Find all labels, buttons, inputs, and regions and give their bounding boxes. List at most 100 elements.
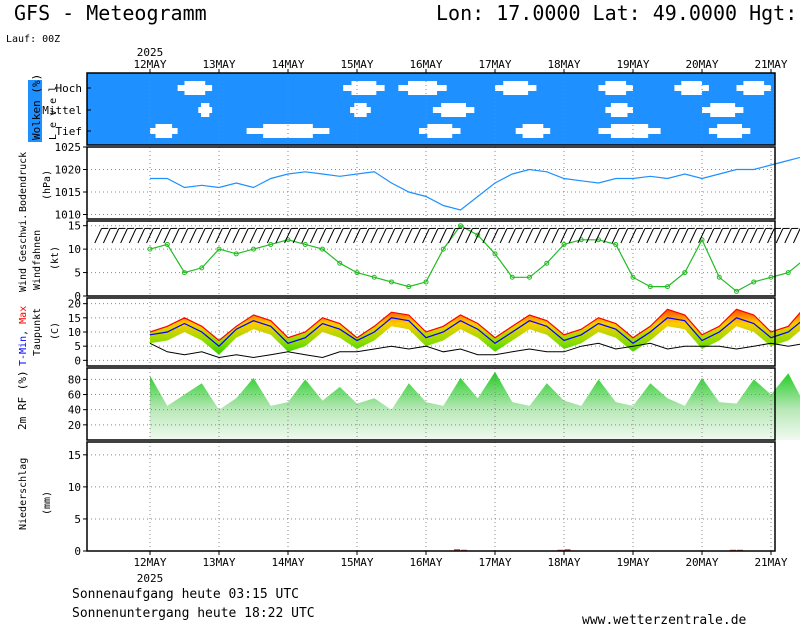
tmax-line: [149, 308, 800, 342]
wind-barb-flag: [765, 227, 773, 229]
wind-barb: [508, 227, 523, 244]
wind-barb-flag: [489, 227, 497, 229]
label-separator: ,: [18, 324, 29, 336]
wind-barb-flag: [688, 227, 695, 229]
wind-barb-flag: [317, 227, 324, 229]
wind-barb-staff: [629, 228, 637, 244]
x-tick-label-top: 18MAY: [547, 58, 580, 71]
wind-speed-point: [647, 284, 653, 290]
wind-barb-flag: [575, 227, 583, 229]
wind-barb: [387, 227, 402, 244]
wind-barb-flag: [532, 227, 540, 229]
wind-barb-flag: [541, 227, 549, 229]
temperature-ylabel: T-Min, Max: [18, 306, 29, 366]
wind-barb-staff: [171, 228, 180, 244]
wind-barb: [585, 227, 600, 244]
clouds-panel: Hoch Mittel Tief Wolken (%) L e v e l: [28, 72, 776, 146]
wind-barb-staff: [137, 228, 146, 244]
clear-sky-gap: [610, 103, 628, 117]
wind-barb: [370, 227, 385, 244]
wind-barb-staff: [396, 228, 404, 244]
wind-barb: [396, 227, 411, 244]
panel-frame: [86, 220, 776, 297]
wind-barb: [128, 227, 143, 244]
website-link[interactable]: www.wetterzentrale.de: [582, 613, 747, 625]
wind-barb-staff: [378, 228, 387, 244]
cloud-ylabel: Wolken (%): [28, 74, 43, 142]
wind-barb: [629, 227, 644, 244]
cloud-ylabel-bg: [28, 80, 42, 142]
wind-barb-staff: [447, 228, 456, 244]
wind-barb-flag: [506, 227, 514, 229]
wind-barb-flag: [601, 227, 609, 229]
wind-barb: [327, 227, 342, 244]
tmin-label: T-Min: [18, 336, 29, 366]
wind-barb: [542, 227, 557, 244]
wind-speed-point: [630, 274, 636, 280]
precipitation-unit: (mm): [42, 491, 53, 515]
wind-barb-staff: [335, 228, 344, 244]
wind-barb-flag: [213, 227, 221, 229]
x-tick-label-bottom: 20MAY: [685, 556, 718, 569]
wind-barb-flag: [239, 227, 247, 229]
wind-barb-staff: [275, 228, 284, 244]
wind-barb: [353, 227, 368, 244]
precipitation-panel: 0 5 10 15 Niederschlag (mm): [18, 441, 776, 558]
wind-barb-flag: [550, 227, 557, 229]
clear-sky-gap: [155, 124, 173, 138]
wind-barb: [611, 227, 626, 244]
wind-barb-flag: [196, 227, 204, 229]
wind-barb-flag: [515, 227, 523, 229]
wind-barb-staff: [361, 228, 370, 244]
location-info: Lon: 17.0000 Lat: 49.0000 Hgt: 2: [436, 1, 800, 25]
tmax-label: Max: [18, 306, 29, 324]
wind-barb-staff: [508, 228, 517, 244]
wind-barb: [154, 227, 169, 244]
wind-barb: [680, 227, 695, 244]
wind-barb-flag: [127, 227, 135, 229]
wind-barb: [439, 227, 454, 244]
wind-barb-staff: [404, 228, 413, 244]
y-tick-label: 10: [68, 243, 81, 256]
clear-sky-gap: [717, 124, 743, 138]
clear-sky-gap: [351, 81, 377, 95]
wind-barb-staff: [301, 228, 310, 244]
wind-speed-point: [682, 270, 688, 276]
wind-barb-staff: [249, 228, 258, 244]
wind-barb-flag: [325, 227, 333, 229]
tmin-line: [149, 317, 800, 348]
year-label-top: 2025: [137, 46, 164, 59]
y-tick-label: 1015: [55, 186, 82, 199]
wind-barb-flag: [179, 227, 186, 229]
wind-barb: [689, 227, 704, 244]
wind-barb: [309, 227, 324, 244]
clear-sky-gap: [743, 81, 765, 95]
wind-barb: [120, 227, 135, 244]
wind-barb-staff: [128, 228, 137, 244]
wind-barb-staff: [111, 228, 120, 244]
wind-barb: [465, 227, 480, 244]
wind-barb: [137, 227, 152, 244]
wind-barb: [318, 227, 333, 244]
wind-barb-flag: [153, 227, 161, 229]
wind-barb: [784, 227, 799, 244]
cloud-level-label: Tief: [56, 125, 83, 138]
wind-barb-flag: [282, 227, 290, 229]
wind-unit: (kt): [50, 246, 61, 270]
wind-barb-flag: [653, 227, 661, 229]
wind-barb-flag: [593, 227, 600, 229]
wind-barb-flag: [299, 227, 307, 229]
wind-barb-flag: [429, 227, 437, 229]
wind-barb-flag: [274, 227, 281, 229]
y-tick-label: 1020: [55, 164, 82, 177]
wind-barb-flag: [386, 227, 393, 229]
wind-speed-point: [199, 265, 205, 271]
wind-barb-flag: [567, 227, 575, 229]
wind-barb-flag: [351, 227, 359, 229]
wind-barb-staff: [456, 228, 465, 244]
wind-speed-point: [768, 274, 774, 280]
wind-barb: [413, 227, 428, 244]
wind-barb-staff: [585, 228, 594, 244]
wind-barb: [361, 227, 376, 244]
x-tick-label-top: 13MAY: [202, 58, 235, 71]
